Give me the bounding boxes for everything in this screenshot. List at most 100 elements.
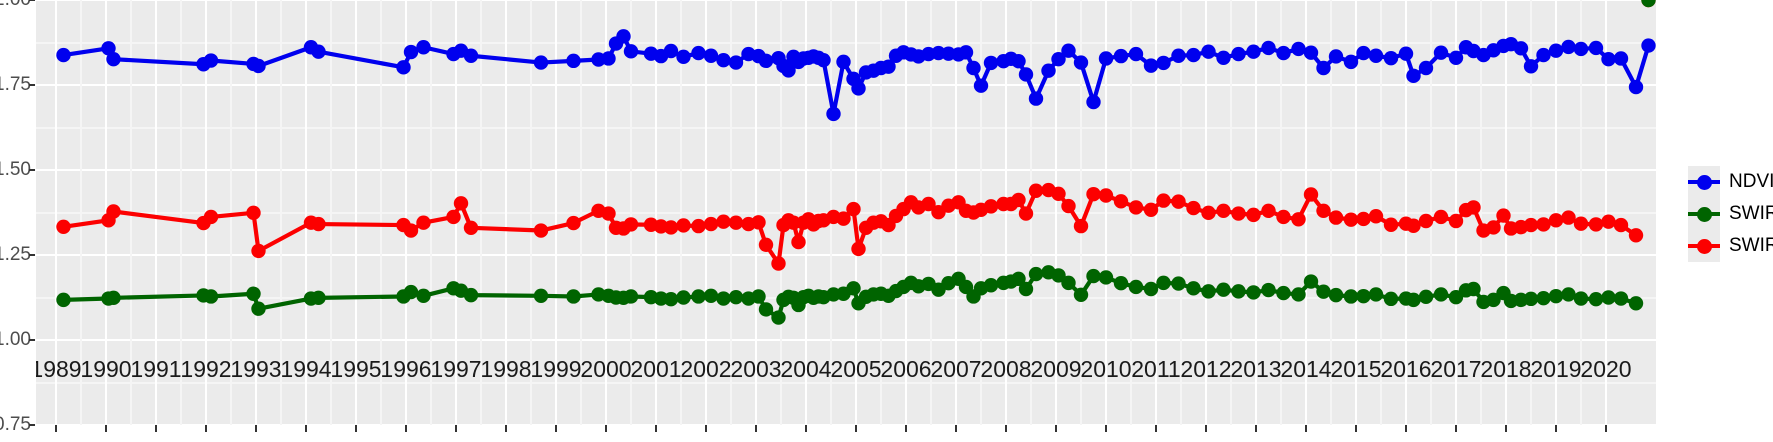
data-point[interactable] xyxy=(1303,274,1319,289)
data-point[interactable] xyxy=(1261,40,1276,56)
data-point[interactable] xyxy=(1028,91,1044,106)
data-point[interactable] xyxy=(1383,217,1399,232)
data-point[interactable] xyxy=(1406,292,1421,308)
data-point[interactable] xyxy=(1573,216,1589,231)
data-point[interactable] xyxy=(846,281,861,296)
data-point[interactable] xyxy=(1156,193,1171,208)
data-point[interactable] xyxy=(203,209,219,225)
data-point[interactable] xyxy=(716,291,731,306)
data-point[interactable] xyxy=(1231,46,1246,62)
data-point[interactable] xyxy=(311,216,326,232)
data-point[interactable] xyxy=(1186,200,1201,216)
data-point[interactable] xyxy=(1061,43,1076,58)
data-point[interactable] xyxy=(1186,281,1201,296)
data-point[interactable] xyxy=(1316,203,1331,218)
data-point[interactable] xyxy=(416,215,431,230)
data-point[interactable] xyxy=(851,241,866,257)
data-point[interactable] xyxy=(1601,214,1616,229)
data-point[interactable] xyxy=(816,52,831,68)
data-point[interactable] xyxy=(416,40,431,55)
data-point[interactable] xyxy=(1356,211,1371,227)
data-point[interactable] xyxy=(1128,279,1144,295)
data-point[interactable] xyxy=(601,206,616,221)
data-point[interactable] xyxy=(728,55,744,70)
data-point[interactable] xyxy=(1201,284,1216,299)
data-point[interactable] xyxy=(623,217,639,232)
data-point[interactable] xyxy=(1613,291,1629,306)
data-point[interactable] xyxy=(463,48,479,63)
data-point[interactable] xyxy=(1303,45,1319,60)
data-point[interactable] xyxy=(1561,39,1576,55)
data-point[interactable] xyxy=(1328,210,1344,225)
data-point[interactable] xyxy=(56,219,71,234)
data-point[interactable] xyxy=(1523,59,1539,74)
data-point[interactable] xyxy=(1051,268,1066,283)
data-point[interactable] xyxy=(836,54,851,70)
data-point[interactable] xyxy=(691,218,706,234)
data-point[interactable] xyxy=(1156,55,1171,71)
data-point[interactable] xyxy=(1536,47,1551,63)
data-point[interactable] xyxy=(1143,58,1159,73)
data-point[interactable] xyxy=(1171,194,1186,209)
data-point[interactable] xyxy=(1261,203,1276,218)
data-point[interactable] xyxy=(1028,266,1044,282)
data-point[interactable] xyxy=(771,256,786,271)
data-point[interactable] xyxy=(1018,67,1034,82)
data-point[interactable] xyxy=(716,214,731,229)
data-point[interactable] xyxy=(1246,44,1261,59)
legend-item-ndvi[interactable]: NDVI xyxy=(1688,166,1773,198)
data-point[interactable] xyxy=(1383,50,1399,66)
data-point[interactable] xyxy=(958,45,974,60)
data-point[interactable] xyxy=(1261,282,1276,298)
data-point[interactable] xyxy=(1523,217,1539,233)
data-point[interactable] xyxy=(616,29,631,44)
data-point[interactable] xyxy=(1536,290,1551,306)
data-point[interactable] xyxy=(758,302,774,317)
data-point[interactable] xyxy=(1098,270,1114,285)
data-point[interactable] xyxy=(1201,205,1216,221)
data-point[interactable] xyxy=(311,44,326,59)
data-point[interactable] xyxy=(1216,282,1231,297)
data-point[interactable] xyxy=(1216,50,1231,65)
data-point[interactable] xyxy=(1613,51,1629,66)
data-point[interactable] xyxy=(1018,281,1034,297)
data-point[interactable] xyxy=(1406,218,1421,233)
data-point[interactable] xyxy=(203,53,219,68)
data-point[interactable] xyxy=(1398,46,1414,61)
data-point[interactable] xyxy=(851,81,866,96)
data-point[interactable] xyxy=(453,196,469,211)
data-point[interactable] xyxy=(1548,288,1564,304)
data-point[interactable] xyxy=(1316,284,1331,299)
data-point[interactable] xyxy=(836,211,851,226)
data-point[interactable] xyxy=(533,288,549,303)
data-point[interactable] xyxy=(106,204,121,219)
data-point[interactable] xyxy=(1628,79,1644,95)
data-point[interactable] xyxy=(1343,54,1359,70)
data-point[interactable] xyxy=(1011,54,1026,69)
data-point[interactable] xyxy=(1246,285,1261,300)
data-point[interactable] xyxy=(533,55,549,70)
data-point[interactable] xyxy=(1086,268,1101,284)
data-point[interactable] xyxy=(403,223,419,238)
data-point[interactable] xyxy=(1086,186,1101,202)
data-point[interactable] xyxy=(533,223,549,238)
data-point[interactable] xyxy=(1383,291,1399,307)
data-point[interactable] xyxy=(676,49,691,64)
data-point[interactable] xyxy=(758,237,774,252)
data-point[interactable] xyxy=(846,201,861,217)
data-point[interactable] xyxy=(1086,94,1101,110)
data-point[interactable] xyxy=(1018,206,1034,221)
data-point[interactable] xyxy=(203,289,219,304)
data-point[interactable] xyxy=(728,289,744,305)
data-point[interactable] xyxy=(703,216,719,232)
data-point[interactable] xyxy=(751,215,766,230)
data-point[interactable] xyxy=(663,220,679,235)
data-point[interactable] xyxy=(1418,60,1434,76)
data-point[interactable] xyxy=(1486,220,1501,235)
data-point[interactable] xyxy=(396,60,411,75)
data-point[interactable] xyxy=(983,199,999,214)
data-point[interactable] xyxy=(881,59,896,74)
data-point[interactable] xyxy=(1496,208,1511,223)
data-point[interactable] xyxy=(1231,206,1246,221)
data-point[interactable] xyxy=(416,288,431,303)
